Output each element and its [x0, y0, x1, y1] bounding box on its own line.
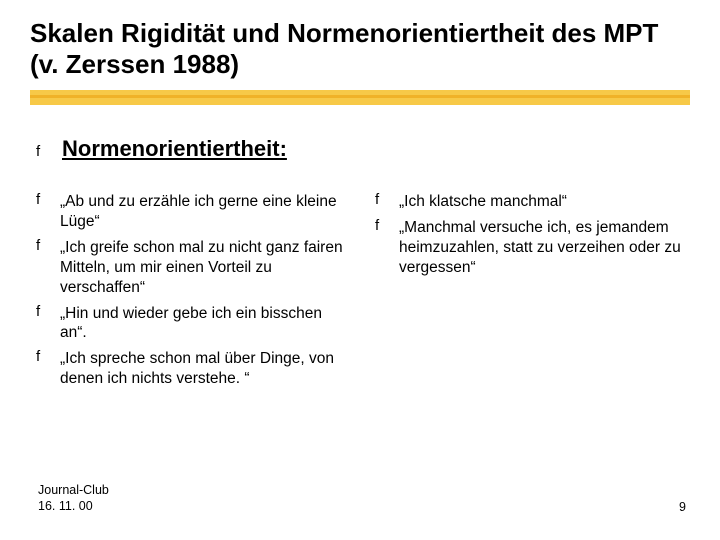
column-left: f „Ab und zu erzähle ich gerne eine klei… [36, 192, 351, 394]
item-text: „Manchmal versuche ich, es jemandem heim… [399, 218, 690, 277]
footer-page-number: 9 [679, 500, 686, 514]
subheading-text: Normenorientiertheit: [62, 136, 287, 162]
body-columns: f „Ab und zu erzähle ich gerne eine klei… [36, 192, 690, 394]
slide-title: Skalen Rigidität und Normenorientierthei… [30, 18, 690, 80]
footer-date: 16. 11. 00 [38, 498, 109, 514]
underline-layer-2 [30, 99, 690, 105]
title-underline [30, 90, 690, 108]
item-text: „Ab und zu erzähle ich gerne eine kleine… [60, 192, 351, 232]
item-text: „Ich spreche schon mal über Dinge, von d… [60, 349, 351, 389]
list-item: f „Ab und zu erzähle ich gerne eine klei… [36, 192, 351, 232]
list-item: f „Manchmal versuche ich, es jemandem he… [375, 218, 690, 277]
underline-layer-1 [30, 95, 690, 98]
column-right: f „Ich klatsche manchmal“ f „Manchmal ve… [375, 192, 690, 394]
list-item: f „Ich greife schon mal zu nicht ganz fa… [36, 238, 351, 297]
item-text: „Ich greife schon mal zu nicht ganz fair… [60, 238, 351, 297]
bullet-icon: f [375, 218, 391, 277]
footer-left: Journal-Club 16. 11. 00 [38, 482, 109, 515]
subheading-row: f Normenorientiertheit: [36, 136, 690, 162]
bullet-icon: f [375, 192, 391, 212]
list-item: f „Ich klatsche manchmal“ [375, 192, 690, 212]
item-text: „Ich klatsche manchmal“ [399, 192, 567, 212]
bullet-icon: f [36, 304, 52, 344]
footer-journal: Journal-Club [38, 482, 109, 498]
bullet-icon: f [36, 144, 52, 159]
slide: Skalen Rigidität und Normenorientierthei… [0, 0, 720, 540]
list-item: f „Ich spreche schon mal über Dinge, von… [36, 349, 351, 389]
list-item: f „Hin und wieder gebe ich ein bisschen … [36, 304, 351, 344]
bullet-icon: f [36, 349, 52, 389]
item-text: „Hin und wieder gebe ich ein bisschen an… [60, 304, 351, 344]
bullet-icon: f [36, 238, 52, 297]
bullet-icon: f [36, 192, 52, 232]
